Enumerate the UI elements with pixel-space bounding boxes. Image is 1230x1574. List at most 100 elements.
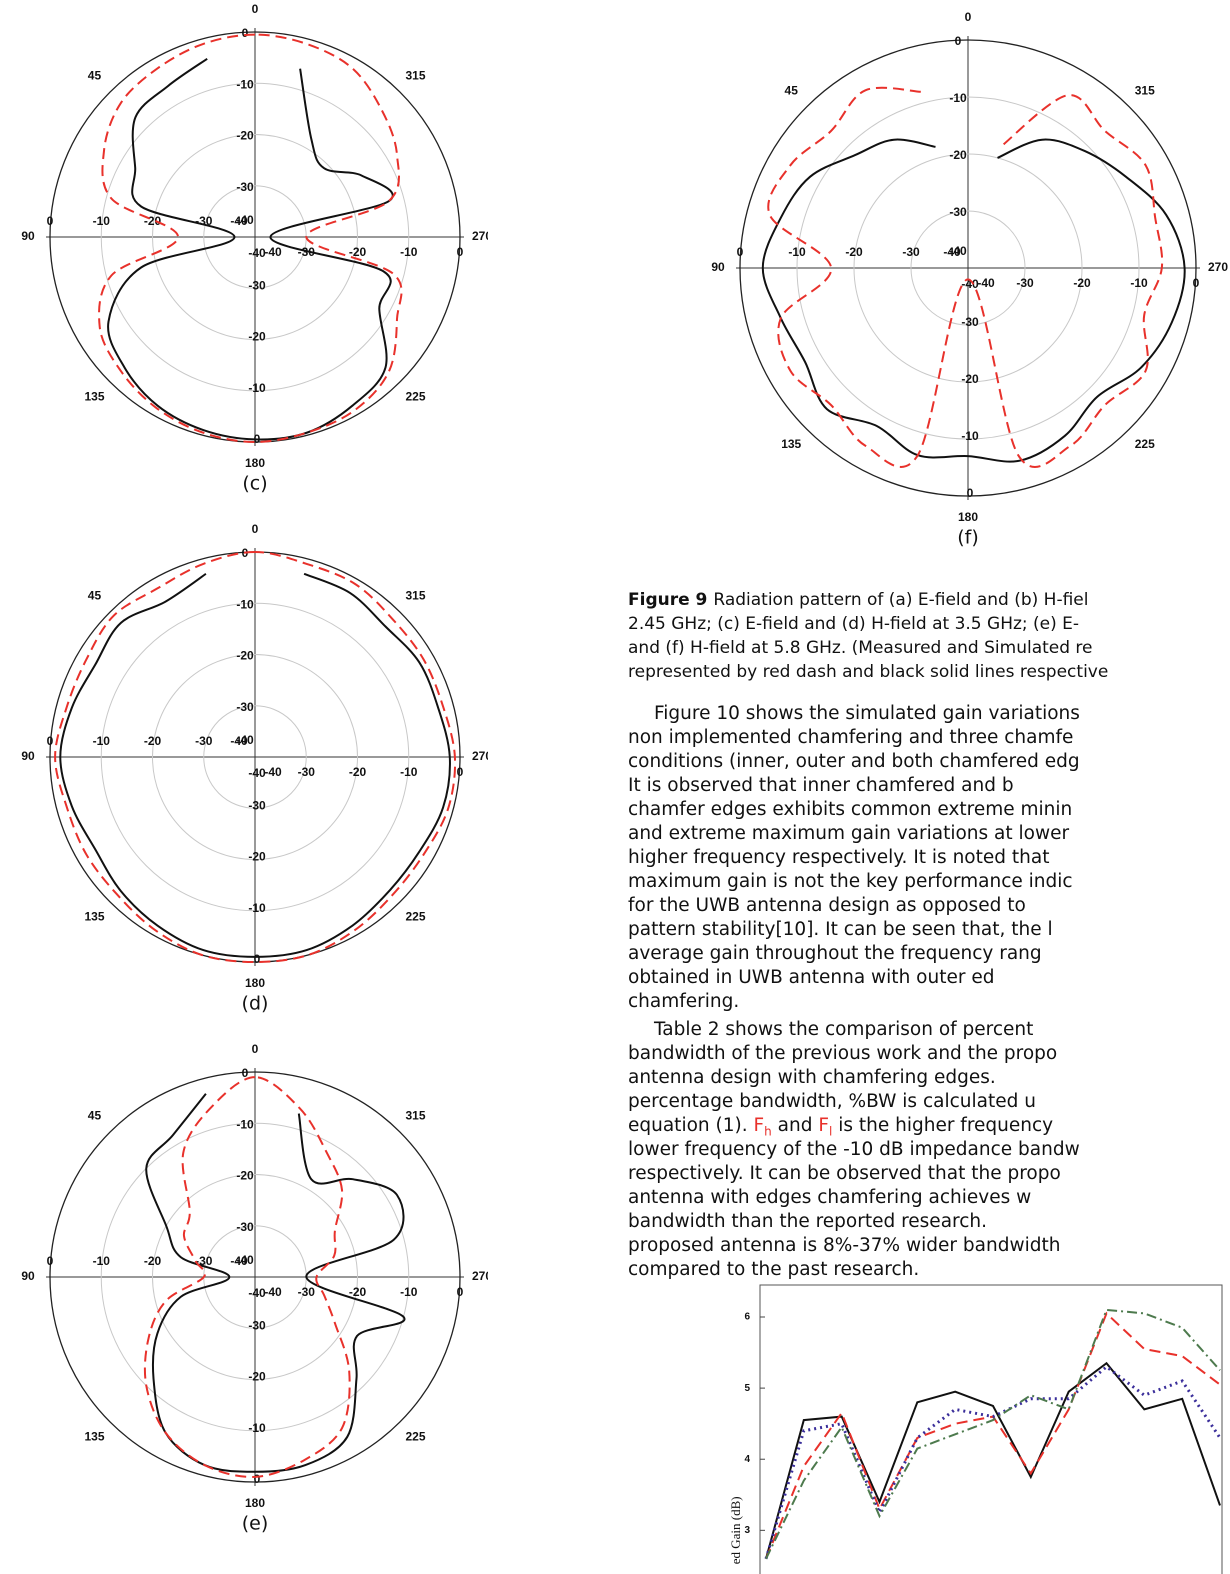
ring [152,1174,358,1380]
gain-line [765,1311,1221,1560]
pattern-curve [59,572,451,958]
text-line: conditions (inner, outer and both chamfe… [628,751,1080,772]
gain-chart: 3 4 5 6 ed Gain (dB) [728,1284,1223,1574]
ring-label: -10 [961,429,979,443]
text-line: obtained in UWB antenna with outer ed [628,967,995,988]
angle-label: 225 [405,1430,425,1444]
angle-label: 315 [405,589,425,603]
ring-label: -40 [230,1254,248,1268]
ring-label: -20 [236,1169,254,1183]
ring [100,82,410,392]
figure-caption: Figure 9 Radiation pattern of (a) E-field… [628,588,1230,684]
ring-label: -40 [230,214,248,228]
ring-label: -40 [977,276,995,290]
text-segment: equation (1). [628,1115,754,1136]
ring-label: 0 [47,214,54,228]
angle-label: 315 [405,69,425,83]
text-line: average gain throughout the frequency ra… [628,943,1042,964]
ring-label: -40 [943,245,961,259]
paragraph: Figure 10 shows the simulated gain varia… [628,702,1230,1014]
ring-label: -20 [349,765,367,779]
ring-label: -40 [248,1286,266,1300]
ring-label: -30 [961,315,979,329]
caption-text: represented by red dash and black solid … [628,662,1109,682]
ring-label: -30 [248,798,266,812]
angle-label: 90 [21,229,35,243]
ring-label: -10 [93,734,111,748]
pattern-curve [143,1076,351,1478]
text-line: compared to the past research. [628,1259,920,1280]
ring-label: -30 [248,1318,266,1332]
ring-label: -20 [236,649,254,663]
gain-line [765,1361,1221,1560]
y-tick-label: 3 [744,1525,750,1536]
angle-label: 180 [245,976,265,990]
ring [152,134,358,340]
text-line: maximum gain is not the key performance … [628,871,1073,892]
subfigure-label plabel: (e) [242,1513,269,1535]
angle-label: 135 [84,910,104,924]
pattern-curve [145,1093,406,1473]
ring-label: -10 [788,245,806,259]
ring-label: 0 [47,1254,54,1268]
angle-label: 135 [84,1430,104,1444]
ring-label: -20 [1073,276,1091,290]
ring-label: 0 [967,486,974,500]
angle-label: 45 [88,69,102,83]
ring-label: 0 [955,34,962,48]
text-line: equation (1). Fh and Fl is the higher fr… [628,1114,1230,1139]
ring-label: -20 [949,148,967,162]
ring-label: -40 [230,734,248,748]
pattern-curve [767,86,1164,468]
ring-label: -40 [236,213,254,227]
angle-label: 270 [1208,260,1228,274]
ring-label: -10 [236,597,254,611]
ring-label: -20 [845,245,863,259]
angle-label: 135 [84,390,104,404]
ring [203,705,307,809]
text-line: chamfering. [628,991,740,1012]
angle-label: 315 [405,1109,425,1123]
ring-label: -10 [949,91,967,105]
ring-label: -30 [298,765,316,779]
ring-label: -30 [902,245,920,259]
gain-line [764,1364,1222,1560]
text-line: higher frequency respectively. It is not… [628,847,1050,868]
pattern-curve [54,550,457,964]
ring-label: -10 [400,765,418,779]
y-axis-label: ed Gain (dB) [728,1496,743,1564]
gain-line [765,1308,1221,1560]
ring-label: -40 [236,1253,254,1267]
text-segment: h [764,1124,772,1139]
ring [853,153,1083,383]
ring-label: -10 [400,1285,418,1299]
angle-label: 180 [245,456,265,470]
angle-label: 0 [965,10,972,24]
ring-label: -30 [298,245,316,259]
text-line: proposed antenna is 8%-37% wider bandwid… [628,1235,1061,1256]
ring-label: 0 [254,1472,261,1486]
angle-label: 225 [405,390,425,404]
ring [910,210,1026,326]
y-tick-label: 6 [744,1312,750,1323]
ring-label: -30 [949,205,967,219]
text-line: and extreme maximum gain variations at l… [628,823,1070,844]
angle-label: 225 [405,910,425,924]
ring [49,31,461,443]
ring-label: -40 [264,765,282,779]
caption-label: Figure 9 [628,590,708,610]
ring [100,1122,410,1432]
text-line: It is observed that inner chamfered and … [628,775,1014,796]
angle-label: 0 [252,2,259,16]
ring-label: -20 [144,734,162,748]
ring-label: -20 [144,1254,162,1268]
ring-label: -20 [248,1370,266,1384]
ring-label: 0 [457,765,464,779]
angle-label: 0 [252,1042,259,1056]
text-line: bandwidth of the previous work and the p… [628,1043,1058,1064]
plot-c: 0000-10-10-10-10-20-20-20-20-30-30-30-30… [21,2,488,494]
ring-label: -20 [349,1285,367,1299]
ring-label: -40 [236,733,254,747]
ring-label: -30 [195,734,213,748]
ring-label: -40 [949,244,967,258]
